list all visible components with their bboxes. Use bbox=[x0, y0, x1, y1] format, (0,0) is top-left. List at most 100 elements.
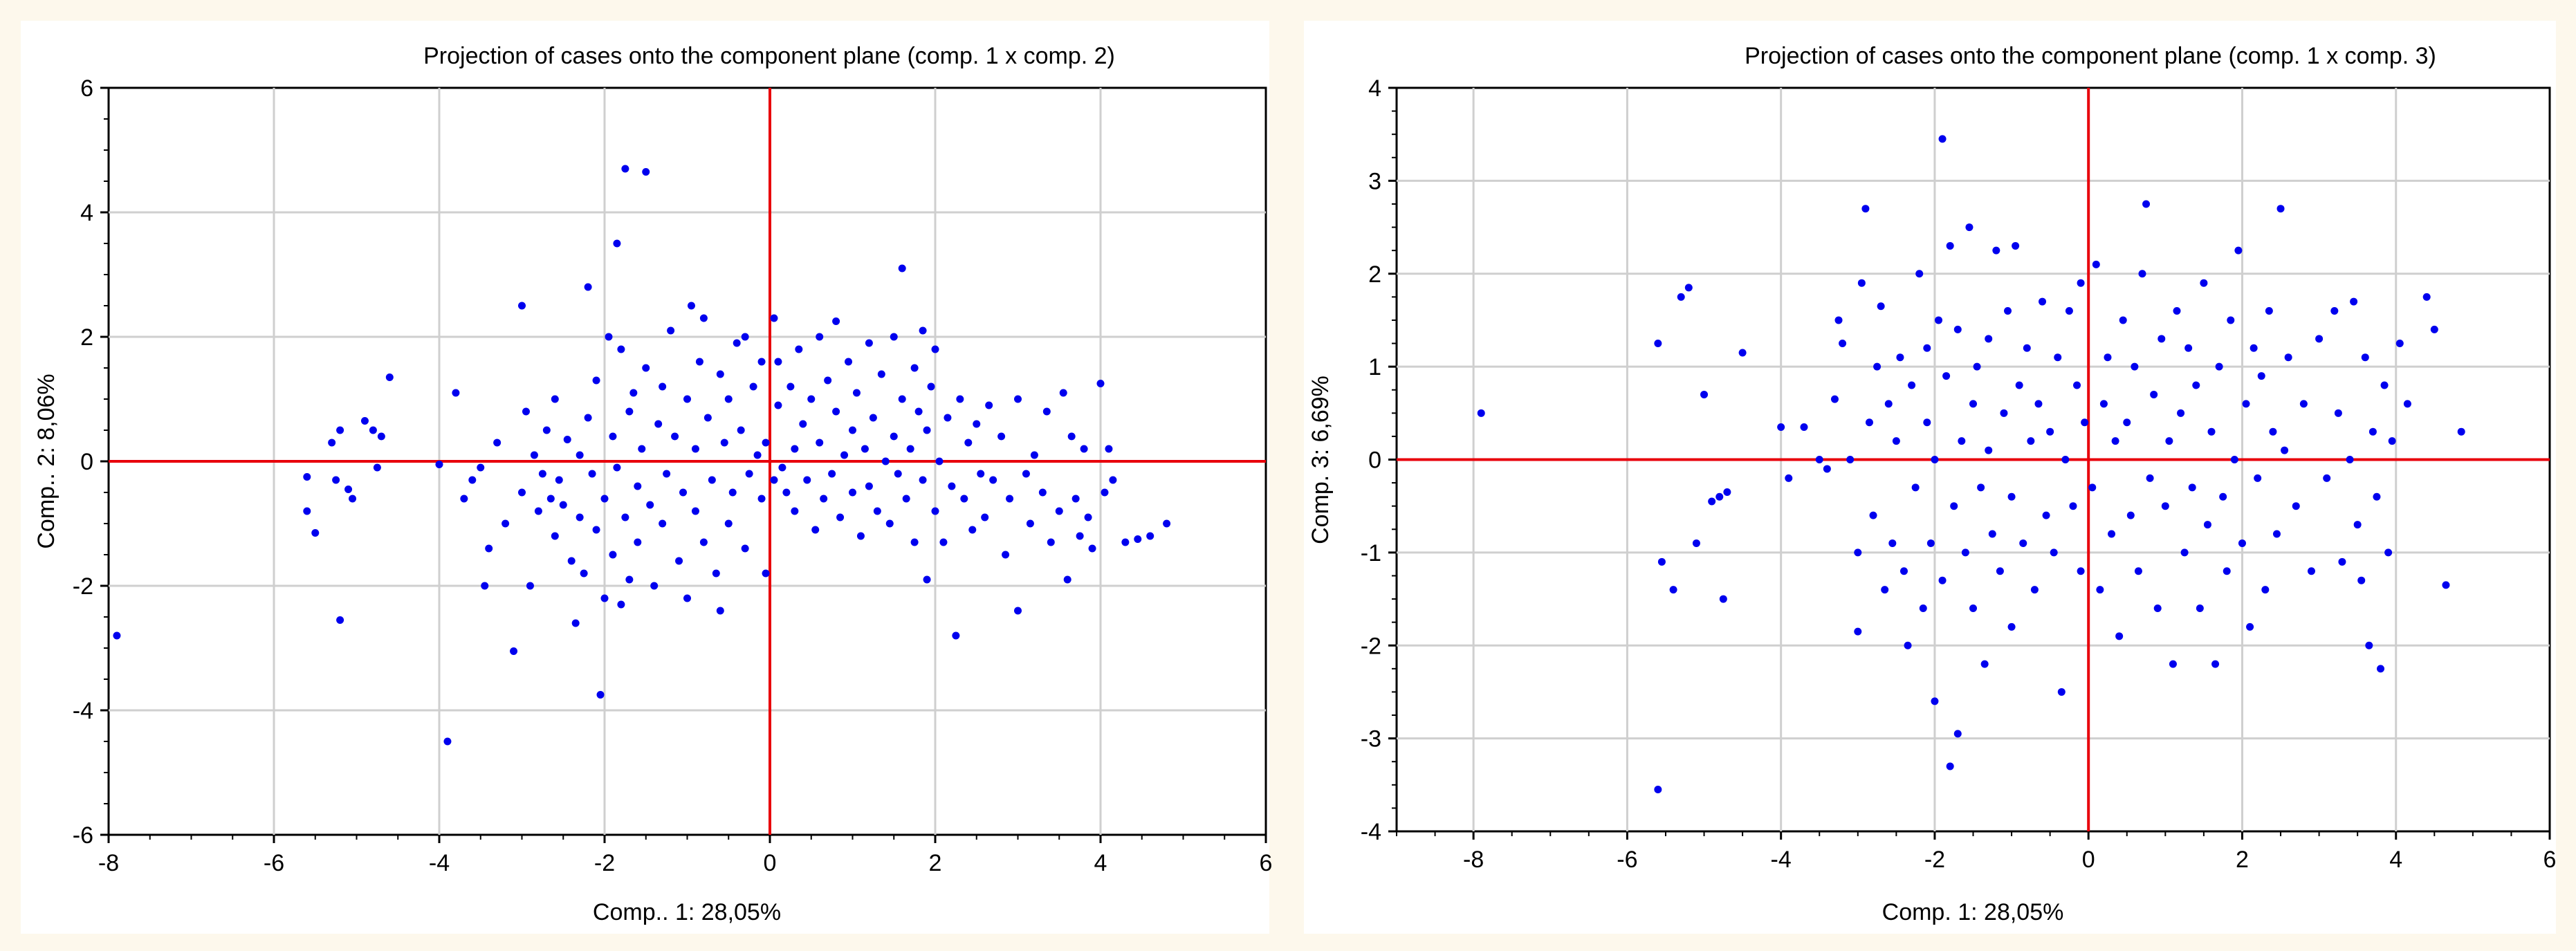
data-point bbox=[2042, 511, 2050, 519]
data-point bbox=[510, 647, 518, 655]
data-point bbox=[2368, 427, 2377, 436]
data-point bbox=[360, 417, 369, 425]
data-point bbox=[303, 473, 311, 481]
data-point bbox=[1785, 474, 1793, 482]
data-point bbox=[956, 395, 964, 403]
data-point bbox=[452, 389, 460, 397]
data-point bbox=[1892, 437, 1900, 445]
data-point bbox=[1973, 362, 1981, 371]
data-point bbox=[795, 345, 803, 353]
y-tick-label: -6 bbox=[73, 822, 93, 849]
data-point bbox=[613, 239, 621, 248]
data-point bbox=[1700, 390, 1709, 398]
data-point bbox=[1654, 786, 1662, 794]
data-point bbox=[2403, 400, 2411, 408]
data-point bbox=[890, 432, 898, 441]
data-point bbox=[919, 476, 927, 484]
data-point bbox=[770, 476, 778, 484]
data-point bbox=[2169, 660, 2177, 668]
minor-ticks bbox=[100, 86, 1267, 843]
y-tick-label: 0 bbox=[1368, 447, 1381, 474]
data-point bbox=[733, 339, 741, 347]
data-point bbox=[2123, 418, 2131, 427]
data-point bbox=[1865, 418, 1873, 427]
data-point bbox=[683, 594, 691, 602]
data-point bbox=[377, 432, 385, 441]
data-point bbox=[311, 529, 320, 537]
data-point bbox=[2034, 400, 2043, 408]
data-point bbox=[2388, 437, 2396, 445]
data-point bbox=[1908, 381, 1916, 389]
data-point bbox=[605, 333, 613, 341]
data-point bbox=[600, 495, 609, 503]
data-point bbox=[997, 432, 1006, 441]
data-point bbox=[625, 407, 634, 416]
y-tick-label: -2 bbox=[1361, 633, 1381, 659]
data-point bbox=[724, 395, 733, 403]
data-point bbox=[1958, 437, 1966, 445]
data-point bbox=[2023, 344, 2031, 352]
data-point bbox=[2184, 344, 2193, 352]
data-point bbox=[1692, 539, 1700, 547]
data-point bbox=[2211, 660, 2220, 668]
x-tick-labels: -8 -6 -4 -2 0 2 4 6 bbox=[1463, 847, 2556, 873]
data-point bbox=[435, 461, 443, 468]
data-point bbox=[898, 264, 906, 273]
data-point bbox=[613, 463, 621, 472]
data-point bbox=[2134, 567, 2142, 575]
data-point bbox=[939, 538, 948, 546]
data-point bbox=[373, 463, 381, 472]
data-point bbox=[2180, 548, 2189, 557]
data-point bbox=[679, 488, 688, 497]
data-point bbox=[534, 507, 542, 515]
data-point bbox=[2054, 353, 2062, 362]
x-tick-label: 6 bbox=[2543, 847, 2557, 873]
data-point bbox=[1146, 532, 1154, 540]
data-point bbox=[749, 382, 757, 391]
data-point bbox=[654, 420, 663, 428]
data-point bbox=[609, 432, 617, 441]
data-point bbox=[1896, 353, 1904, 362]
data-point bbox=[2104, 353, 2112, 362]
data-point bbox=[799, 420, 807, 428]
data-point bbox=[873, 507, 881, 515]
data-point bbox=[344, 486, 353, 493]
data-point bbox=[518, 302, 526, 310]
data-point bbox=[642, 168, 650, 176]
data-point bbox=[1047, 538, 1055, 546]
data-point bbox=[989, 476, 997, 484]
data-point bbox=[2077, 567, 2085, 575]
data-point bbox=[518, 488, 526, 497]
data-point bbox=[538, 470, 546, 478]
data-point bbox=[708, 476, 716, 484]
data-point bbox=[803, 476, 811, 484]
minor-ticks bbox=[1388, 86, 2551, 840]
data-point bbox=[675, 557, 683, 565]
data-point bbox=[2323, 474, 2331, 482]
data-point bbox=[832, 407, 840, 416]
data-point bbox=[588, 470, 596, 478]
data-point bbox=[571, 619, 580, 627]
data-point bbox=[757, 358, 766, 366]
data-point bbox=[1926, 539, 1935, 547]
data-point bbox=[485, 544, 493, 553]
data-point bbox=[1969, 400, 1977, 408]
data-point bbox=[592, 526, 600, 534]
data-point bbox=[2030, 586, 2039, 594]
data-point bbox=[816, 438, 824, 447]
data-point bbox=[1869, 511, 1877, 519]
data-point bbox=[757, 495, 766, 503]
data-point bbox=[592, 376, 600, 385]
data-point bbox=[840, 451, 849, 459]
data-point bbox=[328, 438, 336, 447]
data-point bbox=[2161, 502, 2169, 510]
data-point bbox=[2069, 502, 2077, 510]
data-point bbox=[1923, 418, 1931, 427]
y-tick-label: 4 bbox=[80, 200, 93, 226]
data-point bbox=[303, 507, 311, 515]
data-point bbox=[460, 495, 468, 503]
data-point bbox=[2073, 381, 2081, 389]
data-point bbox=[1884, 400, 1893, 408]
data-point bbox=[559, 501, 567, 509]
data-point bbox=[2307, 567, 2315, 575]
